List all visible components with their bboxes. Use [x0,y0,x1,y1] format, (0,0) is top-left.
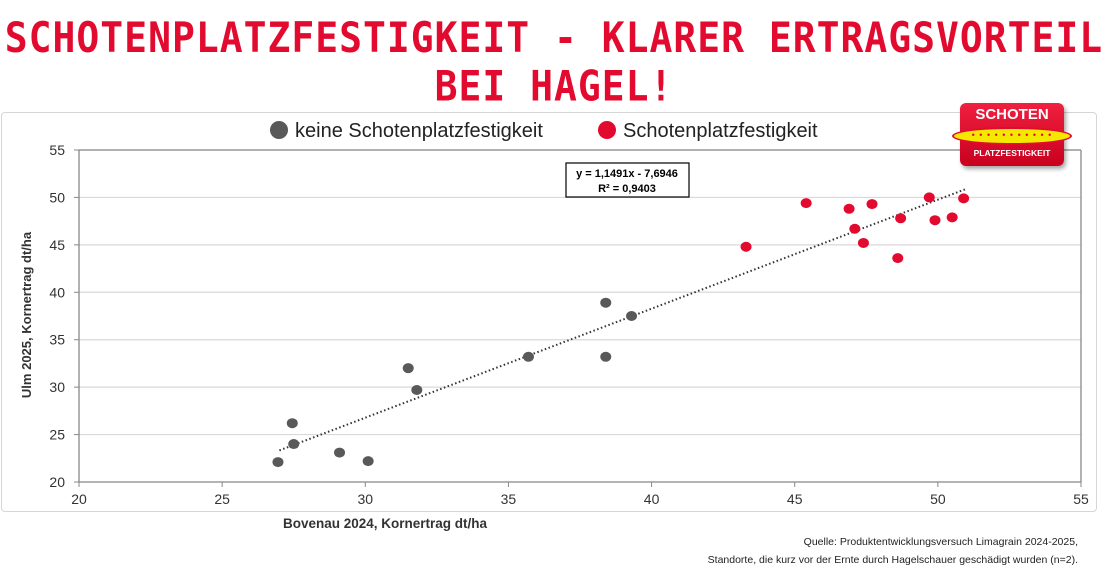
trendline [279,187,967,452]
source-note: Quelle: Produktentwicklungsversuch Limag… [708,533,1078,569]
data-point-gray [286,418,298,429]
data-point-gray [334,447,346,458]
y-tick-label: 40 [49,284,65,300]
data-point-red [923,192,935,203]
schotenplatzfestigkeit-logo: SCHOTEN • • • • • • • • • • • PLATZFESTI… [952,103,1072,167]
data-point-red [849,223,861,234]
trendline-equation: y = 1,1491x - 7,6946 [576,168,678,180]
legend-label: Schotenplatzfestigkeit [623,120,818,142]
data-point-red [843,203,855,214]
source-line-2: Standorte, die kurz vor der Ernte durch … [707,554,1078,566]
logo-bottom-text: PLATZFESTIGKEIT [973,148,1051,158]
source-line-1: Quelle: Produktentwicklungsversuch Limag… [803,536,1078,548]
y-axis-label: Ulm 2025, Kornertrag dt/ha [19,231,34,398]
x-tick-label: 55 [1073,491,1089,507]
data-point-gray [288,439,300,450]
x-tick-label: 25 [214,491,230,507]
data-point-gray [626,311,638,321]
legend-marker [270,121,288,139]
y-tick-label: 25 [49,427,65,443]
logo-top-text: SCHOTEN [975,106,1049,123]
y-tick-label: 55 [49,142,65,158]
x-tick-label: 40 [644,491,660,507]
data-point-gray [362,456,374,467]
data-point-gray [600,351,612,362]
data-point-red [866,199,878,210]
equation-box: y = 1,1491x - 7,6946 R² = 0,9403 [565,162,690,198]
legend-marker [598,121,616,139]
y-tick-label: 35 [49,332,65,348]
data-point-gray [600,297,612,308]
data-point-red [857,237,869,248]
data-point-gray [272,457,284,468]
data-point-red [800,198,812,209]
data-point-red [895,213,907,224]
chart-frame [1,112,1097,512]
x-tick-label: 35 [501,491,517,507]
page-title: SCHOTENPLATZFESTIGKEIT - KLARER ERTRAGSV… [4,13,1104,111]
logo-dots: • • • • • • • • • • • [952,127,1072,145]
data-point-red [740,241,752,252]
legend-label: keine Schotenplatzfestigkeit [295,120,543,142]
y-tick-label: 30 [49,379,65,395]
trendline-r2: R² = 0,9403 [598,183,656,195]
x-tick-label: 20 [71,491,87,507]
y-tick-label: 45 [49,237,65,253]
x-tick-label: 30 [357,491,373,507]
data-point-gray [522,351,534,362]
x-tick-label: 45 [787,491,803,507]
data-point-gray [411,384,423,395]
y-tick-label: 50 [49,189,65,205]
x-axis-label: Bovenau 2024, Kornertrag dt/ha [283,516,488,531]
y-tick-label: 20 [49,474,65,490]
data-point-red [929,215,941,226]
data-point-red [946,212,958,223]
data-point-gray [402,363,414,374]
x-tick-label: 50 [930,491,946,507]
data-point-red [958,193,970,204]
data-point-red [892,253,904,264]
